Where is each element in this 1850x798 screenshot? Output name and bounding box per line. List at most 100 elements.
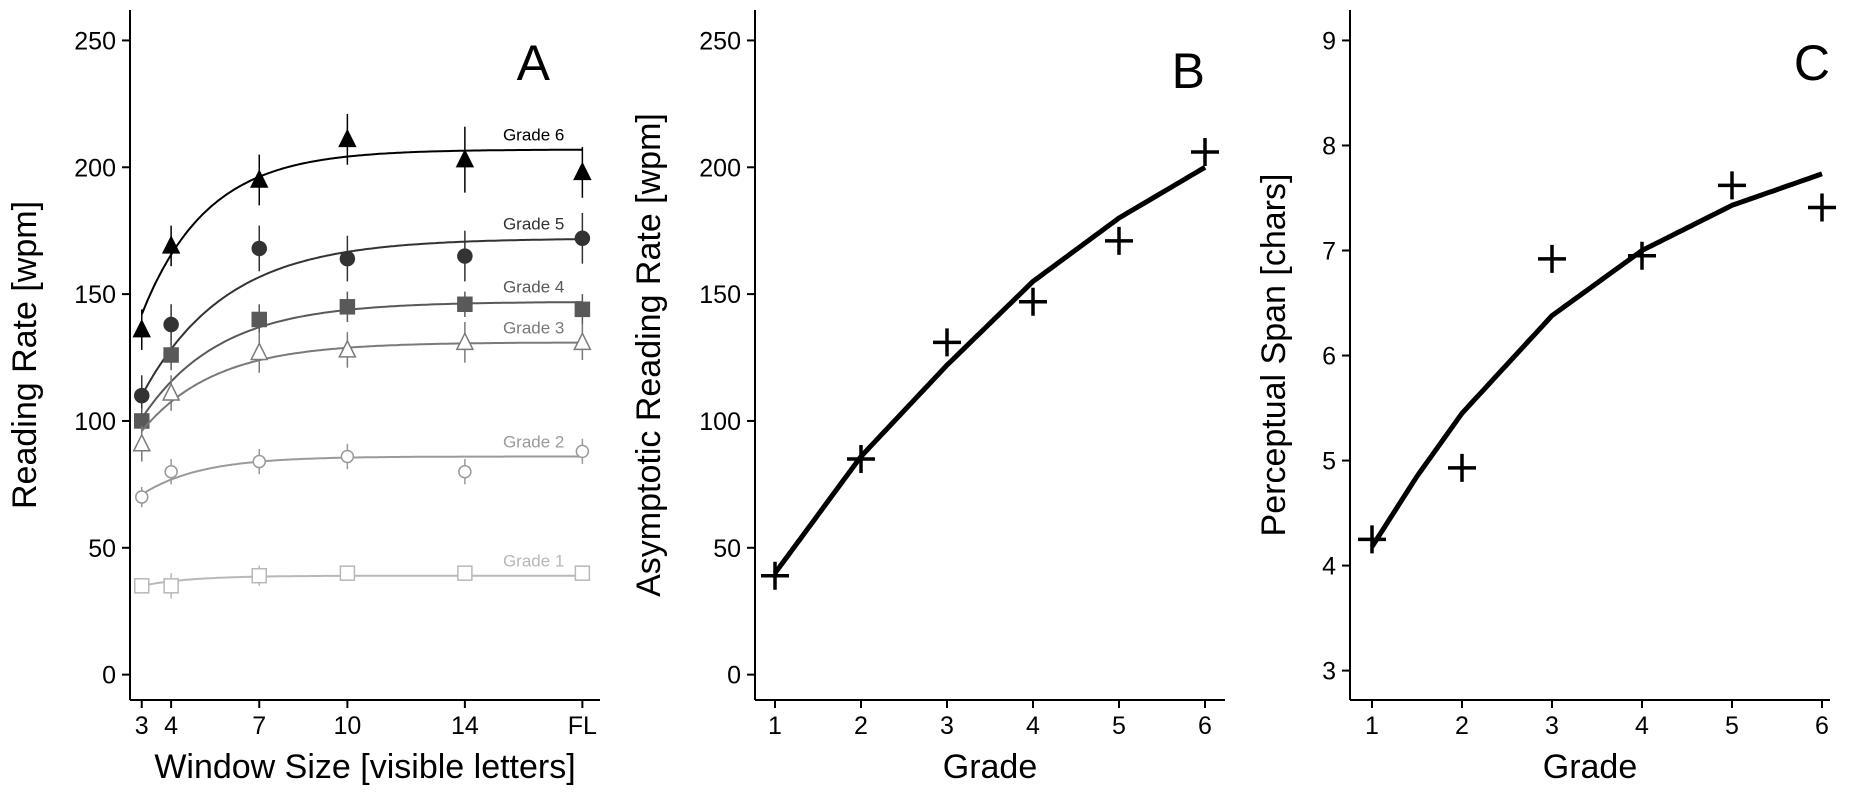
data-point (575, 444, 590, 459)
data-point (1808, 193, 1836, 222)
x-tick-label: 2 (1455, 712, 1469, 740)
y-tick-label: 50 (713, 535, 741, 563)
data-point (250, 169, 269, 188)
y-tick-label: 250 (74, 27, 116, 55)
data-point (455, 331, 475, 351)
y-tick-label: 3 (1322, 658, 1336, 686)
series-grade-1: Grade 1 (134, 552, 591, 599)
series-label: Grade 4 (503, 278, 564, 297)
data-point (847, 445, 875, 474)
data-point (132, 318, 151, 338)
data-point (338, 339, 357, 358)
data-point (252, 454, 266, 469)
series-label: Grade 3 (503, 318, 564, 337)
data-point (134, 387, 150, 404)
x-tick-label: 6 (1815, 712, 1829, 740)
series-label: Grade 5 (503, 214, 564, 233)
x-tick-label: 6 (1198, 712, 1212, 740)
fit-curve (140, 148, 583, 315)
panel-label: A (517, 35, 551, 91)
data-point (574, 565, 591, 581)
y-tick-label: 50 (88, 535, 116, 563)
x-tick-label: 5 (1112, 712, 1126, 740)
data-point (573, 331, 592, 351)
data-point (339, 250, 356, 267)
fit-curve (140, 238, 583, 397)
data-point (163, 316, 179, 333)
y-tick-label: 7 (1322, 238, 1336, 266)
panel-b: 0 50 100 150 200 250 1 2 3 4 5 6 Grade Asymptotic Rea… (630, 10, 1225, 786)
x-axis-title: Grade (1543, 748, 1638, 786)
x-tick-label: 4 (1635, 712, 1649, 740)
data-point (338, 128, 357, 148)
fit-curve (141, 341, 583, 432)
panel-a: 0 50 100 150 200 250 3 4 7 10 14 FL Window Size [vis… (6, 10, 600, 786)
x-tick-label: 1 (1365, 712, 1379, 740)
data-point (1448, 453, 1476, 482)
data-point (457, 565, 473, 581)
data-point (251, 240, 267, 257)
y-tick-label: 9 (1322, 27, 1336, 55)
fit-curve (1369, 171, 1823, 549)
y-tick-label: 0 (102, 662, 116, 690)
data-point (574, 230, 591, 247)
fit-curve (141, 574, 583, 587)
y-tick-label: 150 (699, 281, 741, 309)
series-grade-6: Grade 6 (132, 114, 592, 350)
data-point (1358, 525, 1386, 554)
x-tick-label: 14 (451, 712, 479, 740)
y-tick-label: 100 (699, 408, 741, 436)
fit-curve (772, 165, 1207, 575)
data-point (135, 490, 149, 504)
data-point (251, 567, 267, 584)
data-point (163, 347, 179, 363)
x-tick-label: 7 (252, 712, 266, 740)
data-point (457, 296, 473, 313)
x-tick-label: 3 (940, 712, 954, 740)
x-tick-label: 3 (1545, 712, 1559, 740)
y-tick-label: 6 (1322, 343, 1336, 371)
data-point (340, 449, 355, 464)
data-point (161, 382, 181, 401)
data-point (339, 565, 356, 581)
x-tick-label: FL (568, 712, 597, 740)
data-point (161, 235, 181, 254)
data-point (251, 311, 267, 328)
data-point (1105, 226, 1133, 255)
x-tick-label: 10 (333, 712, 361, 740)
data-point (933, 328, 961, 357)
data-point (1718, 171, 1746, 200)
x-tick-label: 4 (1026, 712, 1040, 740)
series-grade-5: Grade 5 (134, 212, 591, 416)
x-tick-label: 4 (164, 712, 178, 740)
y-tick-label: 4 (1322, 553, 1336, 581)
series-label: Grade 6 (503, 126, 564, 145)
data-point (1628, 241, 1656, 270)
fit-curve (141, 455, 583, 496)
x-tick-label: 5 (1725, 712, 1739, 740)
y-tick-label: 8 (1322, 132, 1336, 160)
y-tick-label: 200 (699, 154, 741, 182)
y-axis-title: Perceptual Span [chars] (1255, 174, 1293, 537)
x-tick-label: 2 (854, 712, 868, 740)
panel-label: C (1794, 35, 1830, 91)
data-point (134, 578, 150, 594)
y-tick-label: 200 (74, 154, 116, 182)
data-point (761, 561, 789, 590)
data-point (164, 464, 178, 479)
y-tick-label: 100 (74, 408, 116, 436)
series-label: Grade 1 (503, 552, 564, 571)
panel-label: B (1172, 43, 1205, 99)
data-point (457, 248, 473, 264)
x-axis-title: Window Size [visible letters] (154, 748, 575, 786)
series-grade-4: Grade 4 (134, 278, 591, 434)
data-point (1538, 244, 1566, 273)
series-grade-2: Grade 2 (135, 432, 590, 508)
data-point (163, 578, 179, 594)
data-point (339, 299, 356, 315)
series-grade-3: Grade 3 (132, 318, 592, 462)
data-point (132, 433, 151, 452)
x-tick-label: 3 (135, 712, 149, 740)
data-point (574, 301, 591, 318)
series-label: Grade 2 (503, 432, 564, 451)
